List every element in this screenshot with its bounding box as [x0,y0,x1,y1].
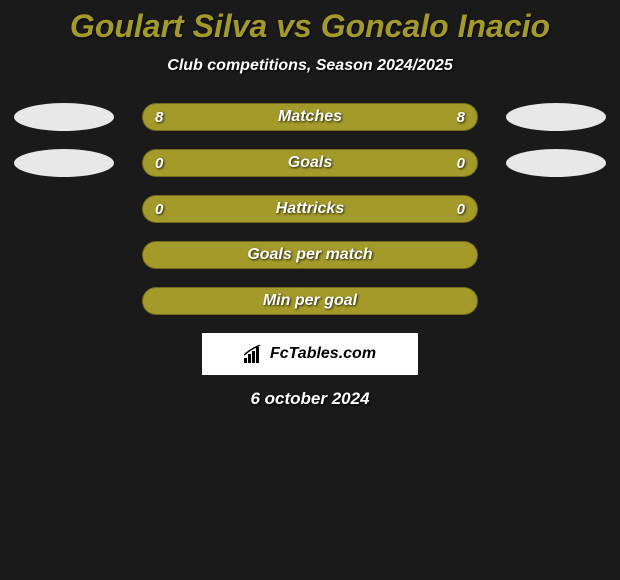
player-right-ellipse [506,103,606,131]
stat-bar: 8Matches8 [142,103,478,131]
date-label: 6 october 2024 [0,389,620,409]
stat-label: Goals [143,154,477,172]
comparison-card: Goulart Silva vs Goncalo Inacio Club com… [0,0,620,409]
page-title: Goulart Silva vs Goncalo Inacio [0,8,620,45]
stat-row: 8Matches8 [0,103,620,131]
stat-label: Min per goal [143,292,477,310]
page-subtitle: Club competitions, Season 2024/2025 [0,57,620,75]
stat-row: 0Hattricks0 [0,195,620,223]
logo-box[interactable]: FcTables.com [202,333,418,375]
stat-bar: 0Hattricks0 [142,195,478,223]
stat-label: Goals per match [143,246,477,264]
stat-bar: Min per goal [142,287,478,315]
logo-label: FcTables.com [270,345,376,363]
stat-rows: 8Matches80Goals00Hattricks0Goals per mat… [0,103,620,315]
stat-value-right: 8 [457,109,465,126]
player-right-ellipse [506,149,606,177]
stat-label: Hattricks [143,200,477,218]
stat-bar: Goals per match [142,241,478,269]
stat-row: Min per goal [0,287,620,315]
stat-label: Matches [143,108,477,126]
player-left-ellipse [14,103,114,131]
player-left-ellipse [14,149,114,177]
stat-row: Goals per match [0,241,620,269]
stat-value-right: 0 [457,155,465,172]
stat-value-right: 0 [457,201,465,218]
chart-icon [244,345,266,363]
stat-bar: 0Goals0 [142,149,478,177]
stat-row: 0Goals0 [0,149,620,177]
logo-text: FcTables.com [244,345,376,363]
